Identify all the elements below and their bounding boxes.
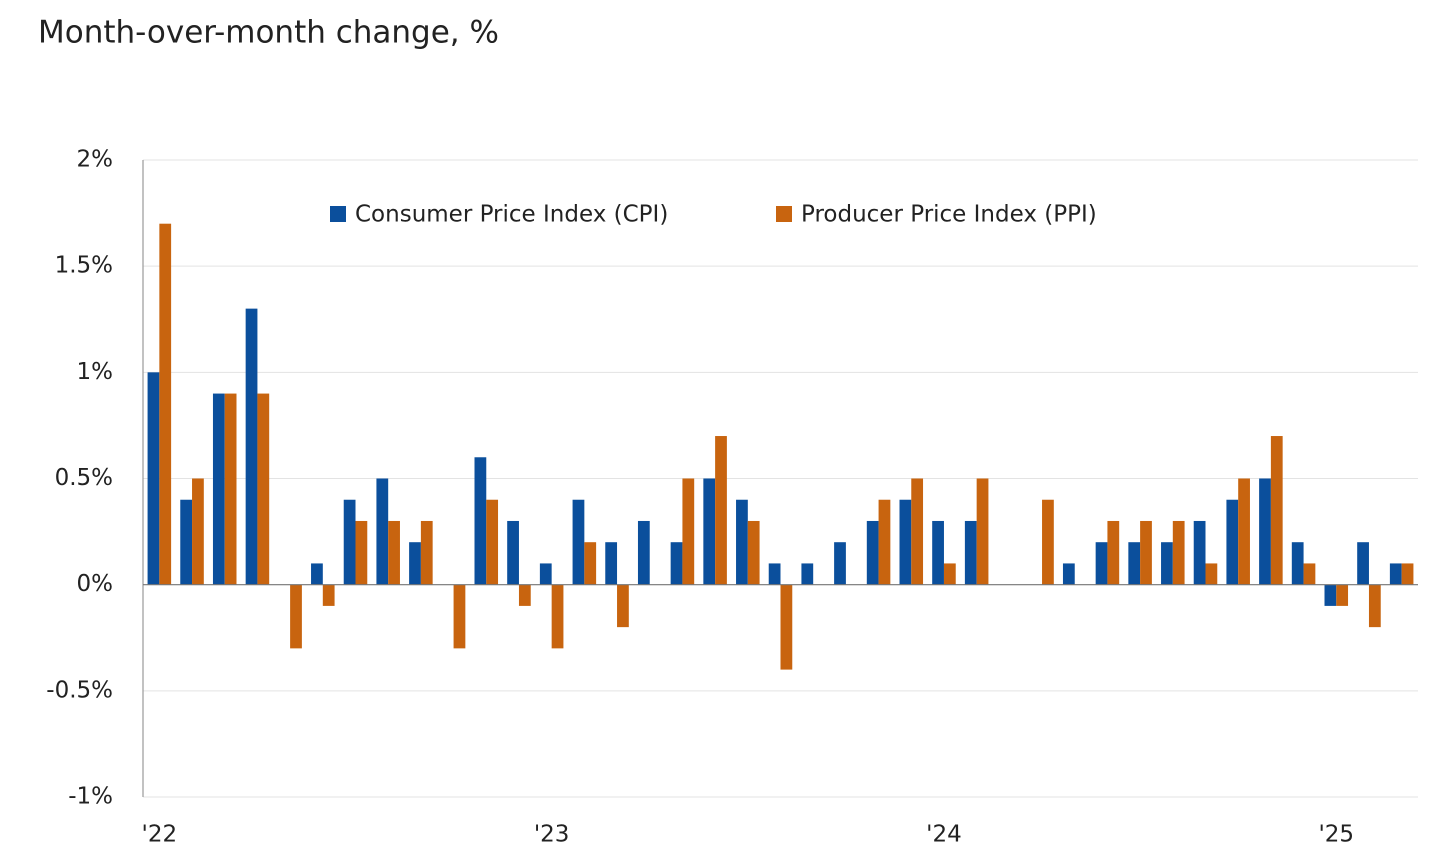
bar [1193, 520, 1206, 585]
bar [1357, 542, 1369, 585]
bar [943, 563, 956, 585]
bar [1401, 563, 1414, 585]
bar [192, 478, 204, 585]
bar [682, 478, 695, 585]
bar [311, 563, 323, 585]
bar [670, 542, 683, 585]
bar [257, 393, 270, 585]
bar [605, 542, 618, 585]
bar [1270, 436, 1283, 585]
bar [1324, 584, 1337, 606]
bar [1140, 520, 1152, 585]
bar [1303, 563, 1316, 585]
bar [1291, 542, 1304, 585]
bar [486, 499, 499, 585]
bar [964, 520, 977, 585]
bar [1238, 478, 1250, 585]
bar [355, 520, 368, 585]
bar [1062, 563, 1075, 585]
x-tick-label: '24 [926, 822, 962, 848]
legend-swatch [330, 206, 346, 222]
bar [388, 520, 400, 585]
bar [1172, 520, 1185, 585]
bar [1336, 584, 1349, 606]
y-tick-label: 0.5% [55, 465, 113, 491]
y-tick-label: -0.5% [46, 677, 113, 703]
bar [474, 457, 487, 585]
bar [878, 499, 891, 585]
bar [1161, 542, 1173, 585]
bar [1205, 563, 1218, 585]
bar [224, 393, 237, 585]
y-tick-label: -1% [68, 784, 113, 810]
bar [159, 223, 172, 585]
bar [1095, 542, 1108, 585]
bar [343, 499, 356, 585]
legend-label: Consumer Price Index (CPI) [355, 202, 668, 228]
bar [572, 499, 585, 585]
bar [932, 520, 944, 585]
bar [147, 372, 160, 585]
x-tick-label: '22 [142, 822, 178, 848]
y-tick-label: 1% [77, 359, 114, 385]
bar [1128, 542, 1141, 585]
bar [747, 520, 760, 585]
bar [551, 584, 564, 649]
x-tick-label: '23 [534, 822, 570, 848]
legend-swatch [776, 206, 792, 222]
bar [376, 478, 389, 585]
bar [899, 499, 912, 585]
bar [180, 499, 193, 585]
bar [1368, 584, 1381, 628]
bar [290, 584, 302, 649]
bar [518, 584, 531, 606]
bar [409, 542, 421, 585]
bar [1389, 563, 1402, 585]
bar [768, 563, 781, 585]
bar [715, 436, 727, 585]
bar [507, 520, 519, 585]
bar [420, 520, 433, 585]
bar [322, 584, 335, 606]
x-tick-label: '25 [1318, 822, 1354, 848]
bar [1259, 478, 1271, 585]
y-tick-label: 0% [77, 571, 114, 597]
bar [1042, 499, 1054, 585]
y-tick-label: 1.5% [55, 253, 113, 279]
bar [637, 520, 650, 585]
bar [976, 478, 989, 585]
bar [736, 499, 748, 585]
chart-title: Month-over-month change, % [38, 15, 499, 51]
bar [801, 563, 814, 585]
bar [780, 584, 793, 670]
bar [539, 563, 552, 585]
bar [245, 308, 258, 585]
bar [453, 584, 466, 649]
bar [1226, 499, 1239, 585]
bar [834, 542, 846, 585]
y-tick-label: 2% [77, 147, 114, 173]
bar [584, 542, 597, 585]
legend-label: Producer Price Index (PPI) [801, 202, 1097, 228]
bar [212, 393, 225, 585]
bar [703, 478, 716, 585]
bar [1107, 520, 1120, 585]
bar [866, 520, 879, 585]
bar [911, 478, 924, 585]
bar [617, 584, 629, 628]
